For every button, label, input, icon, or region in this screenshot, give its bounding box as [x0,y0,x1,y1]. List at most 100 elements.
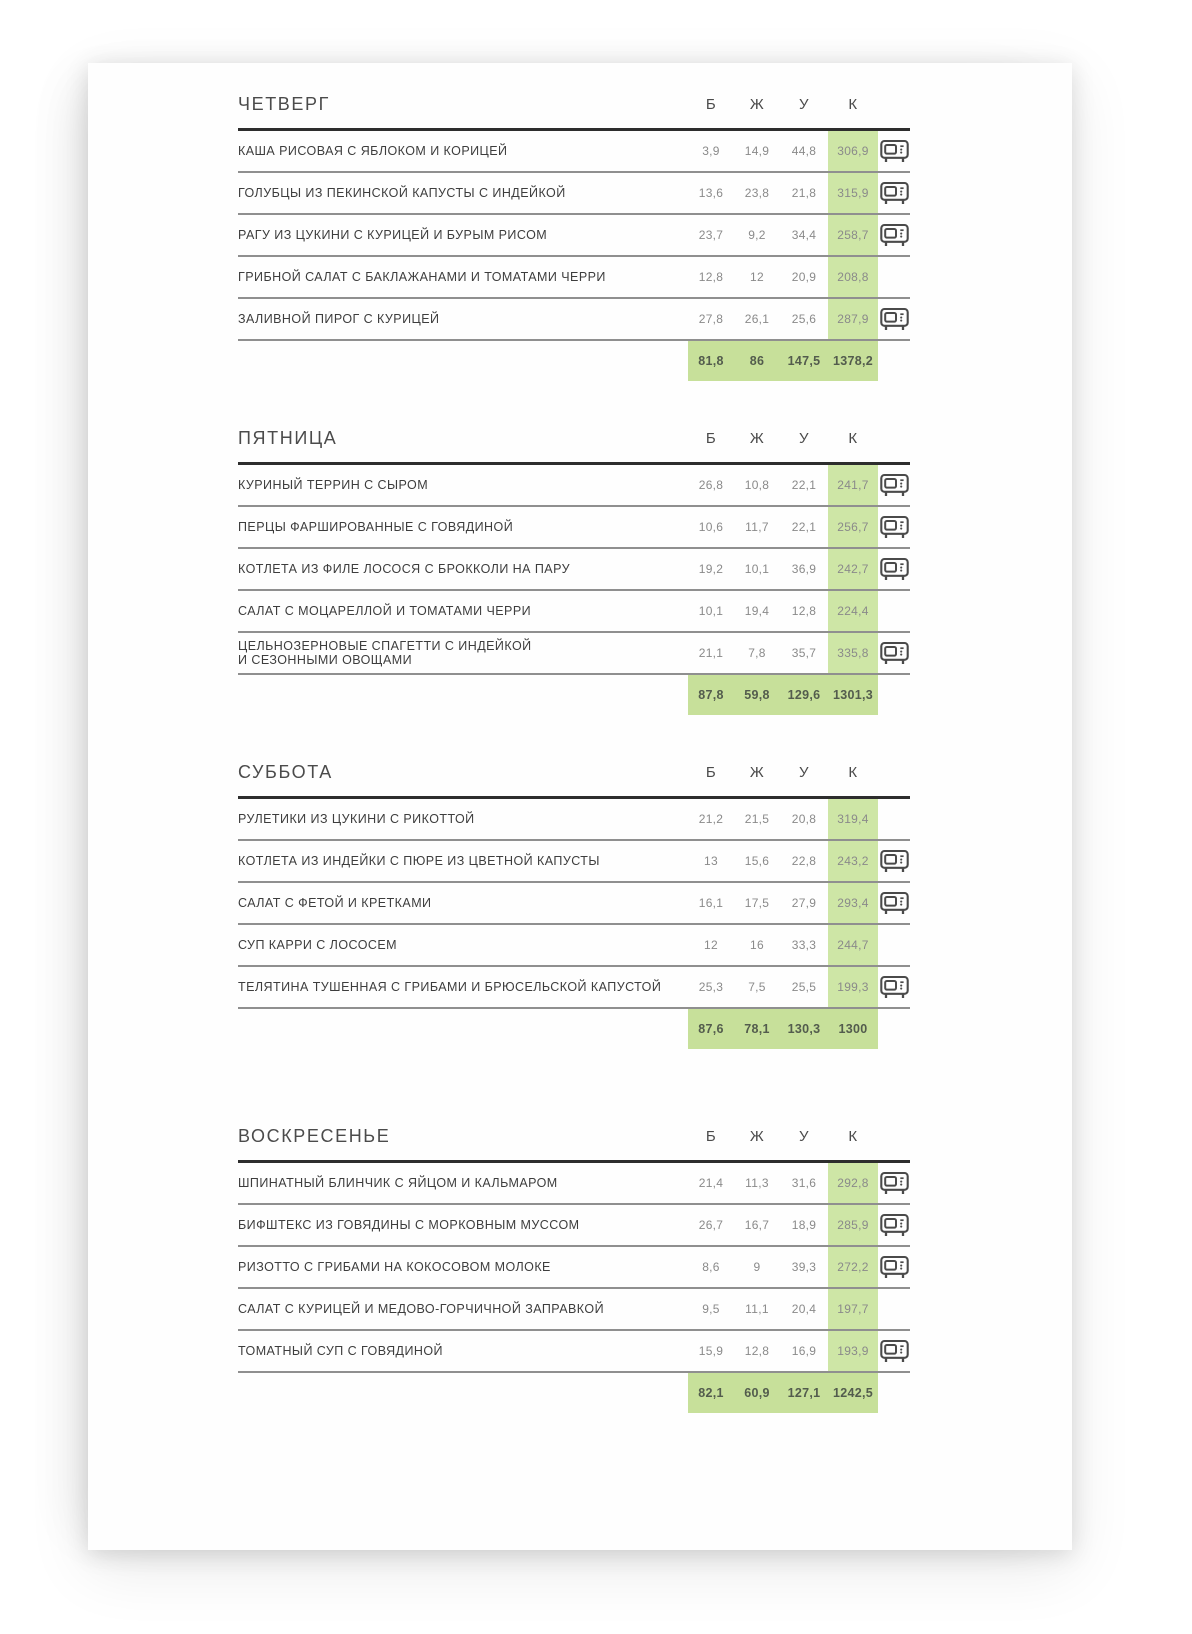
calories-value: 272,2 [828,1247,878,1287]
meal-plan-sheet: ЧЕТВЕРГ Б Ж У К КАША РИСОВАЯ С ЯБЛОКОМ И… [88,63,1072,1550]
dish-name: КОТЛЕТА ИЗ ИНДЕЙКИ С ПЮРЕ ИЗ ЦВЕТНОЙ КАП… [238,853,600,868]
carbs-value: 20,8 [791,812,817,826]
protein-value: 19,2 [698,562,724,576]
dish-name: САЛАТ С КУРИЦЕЙ И МЕДОВО-ГОРЧИЧНОЙ ЗАПРА… [238,1301,605,1316]
protein-value: 21,4 [698,1176,724,1190]
carbs-value: 36,9 [791,562,817,576]
day-title: ВОСКРЕСЕНЬЕ [238,1126,391,1146]
icon-cell [878,299,910,339]
total-carbs: 147,5 [780,341,828,381]
day-header: СУББОТА Б Ж У К [238,761,910,799]
microwave-icon [879,891,909,915]
microwave-icon [879,181,909,205]
total-fat: 78,1 [734,1009,780,1049]
day-section: СУББОТА Б Ж У К РУЛЕТИКИ ИЗ ЦУКИНИ С РИК… [238,761,910,1049]
dish-name: ЗАЛИВНОЙ ПИРОГ С КУРИЦЕЙ [238,311,440,326]
dish-name: ГРИБНОЙ САЛАТ С БАКЛАЖАНАМИ И ТОМАТАМИ Ч… [238,269,606,284]
calories-value: 243,2 [828,841,878,881]
sheet-content: ЧЕТВЕРГ Б Ж У К КАША РИСОВАЯ С ЯБЛОКОМ И… [238,93,910,1413]
total-fat: 60,9 [734,1373,780,1413]
carbs-value: 22,1 [791,520,817,534]
icon-cell [878,841,910,881]
carbs-value: 27,9 [791,896,817,910]
total-fat: 86 [734,341,780,381]
column-header-fat: Ж [749,763,765,781]
fat-value: 7,5 [748,980,766,994]
calories-value: 335,8 [828,633,878,673]
day-header: ВОСКРЕСЕНЬЕ Б Ж У К [238,1125,910,1163]
fat-value: 12,8 [744,1344,770,1358]
carbs-value: 33,3 [791,938,817,952]
day-totals-row: 82,1 60,9 127,1 1242,5 [238,1373,910,1413]
protein-value: 10,6 [698,520,724,534]
calories-value: 244,7 [828,925,878,965]
protein-value: 27,8 [698,312,724,326]
day-totals-row: 81,8 86 147,5 1378,2 [238,341,910,381]
protein-value: 8,6 [702,1260,720,1274]
protein-value: 23,7 [698,228,724,242]
fat-value: 17,5 [744,896,770,910]
microwave-icon [879,1255,909,1279]
fat-value: 16,7 [744,1218,770,1232]
dish-name: ТЕЛЯТИНА ТУШЕННАЯ С ГРИБАМИ И БРЮСЕЛЬСКО… [238,979,662,994]
column-header-protein: Б [705,95,717,113]
day-totals-row: 87,8 59,8 129,6 1301,3 [238,675,910,715]
total-fat: 59,8 [734,675,780,715]
column-header-calories: К [848,429,858,447]
column-header-protein: Б [705,763,717,781]
calories-value: 224,4 [828,591,878,631]
microwave-icon [879,515,909,539]
day-title: СУББОТА [238,762,333,782]
carbs-value: 16,9 [791,1344,817,1358]
column-header-fat: Ж [749,1127,765,1145]
calories-value: 315,9 [828,173,878,213]
protein-value: 10,1 [698,604,724,618]
microwave-icon [879,1339,909,1363]
day-header: ЧЕТВЕРГ Б Ж У К [238,93,910,131]
calories-value: 256,7 [828,507,878,547]
day-section: ЧЕТВЕРГ Б Ж У К КАША РИСОВАЯ С ЯБЛОКОМ И… [238,93,910,381]
table-row: КАША РИСОВАЯ С ЯБЛОКОМ И КОРИЦЕЙ 3,9 14,… [238,131,910,173]
dish-name: КОТЛЕТА ИЗ ФИЛЕ ЛОСОСЯ С БРОККОЛИ НА ПАР… [238,561,570,576]
fat-value: 23,8 [744,186,770,200]
protein-value: 16,1 [698,896,724,910]
carbs-value: 21,8 [791,186,817,200]
calories-value: 199,3 [828,967,878,1007]
microwave-icon [879,1213,909,1237]
icon-cell [878,507,910,547]
protein-value: 26,8 [698,478,724,492]
carbs-value: 20,4 [791,1302,817,1316]
microwave-icon [879,557,909,581]
microwave-icon [879,849,909,873]
calories-value: 242,7 [828,549,878,589]
icon-cell [878,1331,910,1371]
table-row: САЛАТ С МОЦАРЕЛЛОЙ И ТОМАТАМИ ЧЕРРИ 10,1… [238,591,910,633]
column-header-carbs: У [798,429,810,447]
icon-cell [878,967,910,1007]
fat-value: 7,8 [748,646,766,660]
fat-value: 11,1 [745,1302,769,1316]
carbs-value: 39,3 [791,1260,817,1274]
total-carbs: 130,3 [780,1009,828,1049]
table-row: КОТЛЕТА ИЗ ФИЛЕ ЛОСОСЯ С БРОККОЛИ НА ПАР… [238,549,910,591]
icon-cell [878,591,910,631]
day-rows: РУЛЕТИКИ ИЗ ЦУКИНИ С РИКОТТОЙ 21,2 21,5 … [238,799,910,1009]
total-protein: 82,1 [688,1373,734,1413]
total-carbs: 127,1 [780,1373,828,1413]
protein-value: 21,1 [698,646,724,660]
icon-cell [878,925,910,965]
carbs-value: 34,4 [791,228,817,242]
table-row: ЗАЛИВНОЙ ПИРОГ С КУРИЦЕЙ 27,8 26,1 25,6 … [238,299,910,341]
calories-value: 285,9 [828,1205,878,1245]
microwave-icon [879,307,909,331]
table-row: САЛАТ С ФЕТОЙ И КРЕТКАМИ 16,1 17,5 27,9 … [238,883,910,925]
day-totals-row: 87,6 78,1 130,3 1300 [238,1009,910,1049]
carbs-value: 20,9 [791,270,817,284]
fat-value: 14,9 [744,144,770,158]
icon-cell [878,465,910,505]
fat-value: 16 [750,938,764,952]
calories-value: 319,4 [828,799,878,839]
table-row: РАГУ ИЗ ЦУКИНИ С КУРИЦЕЙ И БУРЫМ РИСОМ 2… [238,215,910,257]
icon-cell [878,549,910,589]
total-carbs: 129,6 [780,675,828,715]
